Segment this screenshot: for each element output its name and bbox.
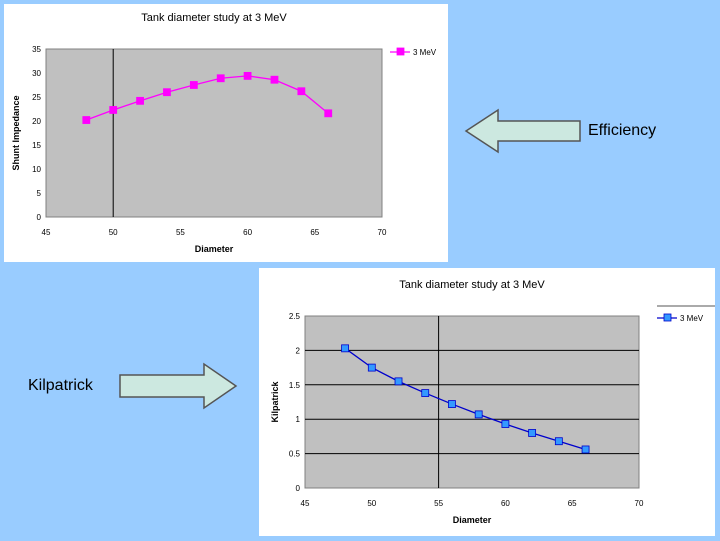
- data-point: [394, 377, 403, 386]
- y-axis-label: Kilpatrick: [270, 380, 280, 422]
- y-tick-label: 2: [296, 346, 301, 355]
- y-tick-label: 10: [32, 165, 41, 174]
- data-point: [448, 400, 456, 408]
- y-tick-label: 0: [296, 484, 301, 493]
- data-point: [82, 116, 91, 124]
- x-tick-label: 65: [568, 499, 577, 508]
- data-point: [270, 75, 279, 84]
- x-tick-label: 60: [501, 499, 510, 508]
- x-tick-label: 55: [434, 499, 443, 508]
- x-axis-label: Diameter: [195, 244, 234, 254]
- data-point: [163, 88, 171, 97]
- y-tick-label: 0.5: [289, 450, 301, 459]
- data-point: [501, 420, 510, 428]
- series-line: [344, 347, 586, 451]
- x-tick-label: 70: [378, 228, 387, 237]
- chart-panel-kilpatrick: Tank diameter study at 3 MeV 0 0.5 1 1.5 2 2.5…: [259, 268, 715, 536]
- data-point: [297, 87, 306, 96]
- y-tick-label: 2.5: [289, 312, 301, 321]
- y-tick-label: 35: [32, 45, 41, 54]
- y-axis-label: Shunt Impedance: [11, 95, 21, 170]
- x-axis-label: Diameter: [453, 515, 492, 525]
- data-point: [581, 445, 590, 454]
- x-tick-label: 60: [243, 228, 252, 237]
- y-tick-label: 0: [37, 213, 42, 222]
- data-point: [136, 96, 144, 105]
- x-tick-label: 65: [310, 228, 319, 237]
- data-point: [528, 429, 537, 437]
- x-tick-label: 70: [635, 499, 644, 508]
- y-tick-label: 1.5: [289, 381, 301, 390]
- data-point: [216, 74, 225, 83]
- chart-panel-shunt: Tank diameter study at 3 MeV 0 5 10 15 20 25 30…: [4, 4, 448, 262]
- data-point: [367, 363, 376, 372]
- y-tick-label: 30: [32, 69, 41, 78]
- x-tick-label: 45: [42, 228, 51, 237]
- chart-title: Tank diameter study at 3 MeV: [399, 279, 545, 291]
- plot-area: [304, 315, 640, 489]
- data-point: [554, 437, 563, 446]
- left-arrow-icon: [464, 108, 581, 154]
- shunt-impedance-chart: Tank diameter study at 3 MeV 0 5 10 15 20 25 30…: [11, 12, 437, 254]
- y-tick-label: 1: [296, 415, 301, 424]
- kilpatrick-chart: Tank diameter study at 3 MeV 0 0.5 1 1.5 2 2.5…: [270, 279, 715, 525]
- y-tick-label: 15: [32, 141, 41, 150]
- x-tick-label: 45: [301, 499, 310, 508]
- data-point: [474, 410, 483, 419]
- legend-marker: [663, 313, 672, 322]
- data-point: [243, 71, 252, 80]
- data-point: [341, 344, 349, 353]
- efficiency-label: Efficiency: [588, 122, 657, 139]
- y-tick-label: 20: [32, 117, 41, 126]
- y-tick-label: 25: [32, 93, 41, 102]
- legend-label: 3 MeV: [413, 48, 437, 57]
- x-tick-label: 55: [176, 228, 185, 237]
- x-tick-label: 50: [109, 228, 118, 237]
- data-point: [109, 106, 118, 114]
- kilpatrick-label: Kilpatrick: [28, 377, 93, 394]
- x-tick-label: 50: [367, 499, 376, 508]
- data-point: [189, 81, 198, 89]
- plot-area: [45, 48, 383, 218]
- right-arrow-icon: [119, 362, 238, 410]
- y-tick-label: 5: [37, 189, 42, 198]
- data-point: [421, 389, 430, 397]
- data-point: [324, 109, 333, 118]
- legend-label: 3 MeV: [680, 314, 704, 323]
- chart-title: Tank diameter study at 3 MeV: [141, 12, 287, 24]
- legend-marker: [396, 47, 405, 56]
- series-line: [86, 75, 329, 121]
